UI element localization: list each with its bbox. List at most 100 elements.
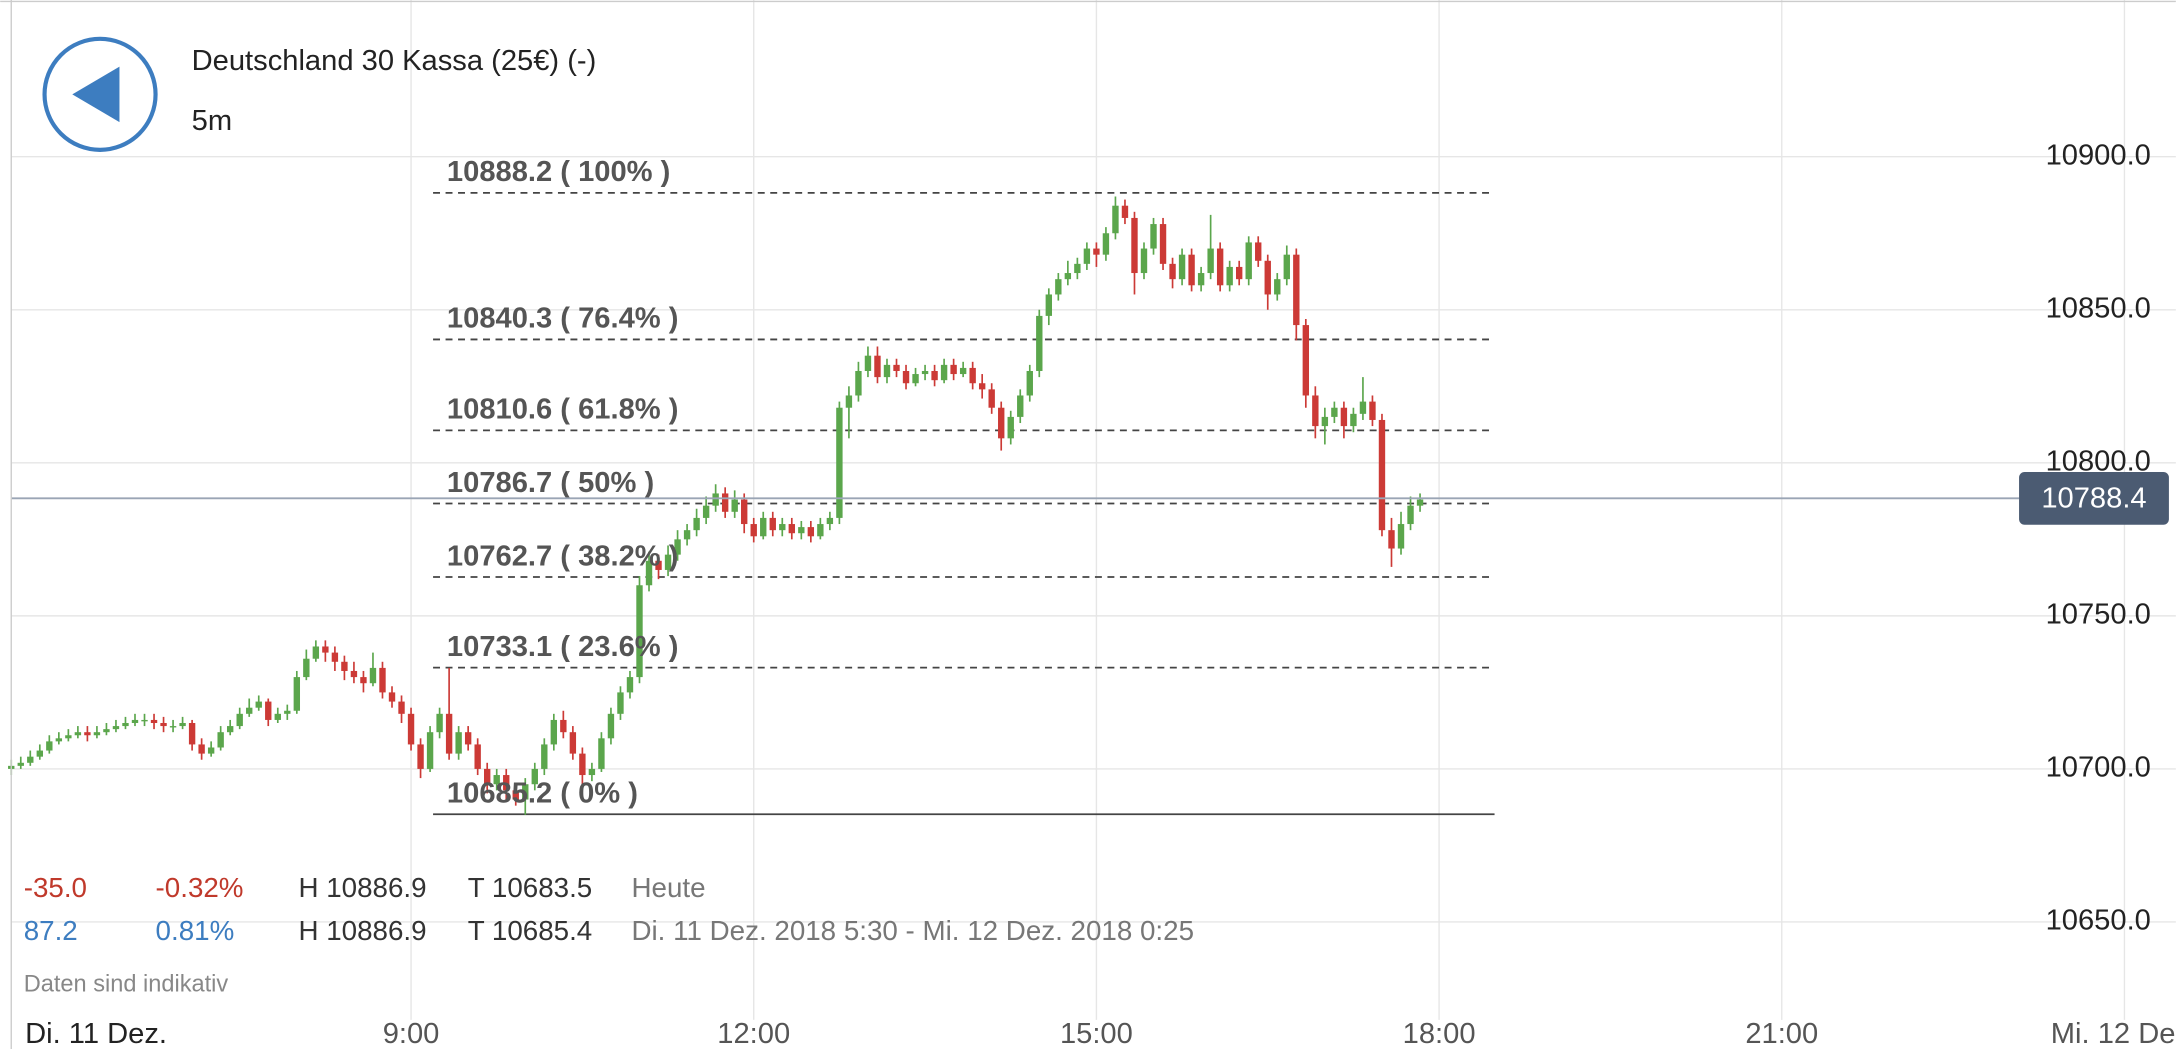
candle-body <box>1321 416 1329 427</box>
candle-body <box>131 719 139 724</box>
y-tick-label: 10850.0 <box>2046 292 2151 324</box>
candle-body <box>303 658 310 678</box>
candle-body <box>141 719 148 722</box>
candle-body <box>1331 407 1338 417</box>
candle-body <box>750 524 757 537</box>
back-button[interactable] <box>42 36 158 152</box>
candle-body <box>1283 254 1290 280</box>
candle-body <box>1178 254 1186 280</box>
candle-body <box>855 370 862 396</box>
candle-body <box>207 747 215 754</box>
candle-body <box>84 732 91 736</box>
x-tick-label: 12:00 <box>717 1018 790 1049</box>
candle-body <box>188 723 196 745</box>
candle-body <box>1140 248 1148 274</box>
candle-body <box>1036 315 1043 371</box>
candle-body <box>874 355 881 378</box>
candle-body <box>1378 419 1386 531</box>
candle-body <box>1074 263 1081 274</box>
candle-body <box>1312 395 1319 427</box>
candle-body <box>65 735 72 739</box>
candle-body <box>702 505 710 518</box>
date-start: Di. 11 Dez. <box>25 1018 167 1049</box>
candle-body <box>55 738 63 742</box>
candle-body <box>1064 273 1072 280</box>
candle-body <box>607 713 615 739</box>
candle-body <box>312 646 320 659</box>
candle-body <box>978 383 986 390</box>
candle-body <box>388 692 396 702</box>
x-tick-label: Mi. 12 Dez. <box>2051 1018 2176 1049</box>
candle-body <box>27 756 34 763</box>
stat-text: -35.0 <box>24 872 87 903</box>
candle-body <box>1026 370 1033 396</box>
overlay: 10650.010700.010750.010800.010850.010900… <box>11 139 2176 1049</box>
candle-body <box>579 753 586 776</box>
candle-body <box>769 517 776 531</box>
candle-body <box>160 723 167 727</box>
candle-body <box>950 364 957 375</box>
stat-text: Di. 11 Dez. 2018 5:30 - Mi. 12 Dez. 2018… <box>631 915 1194 946</box>
candle-body <box>836 407 843 518</box>
candle-body <box>246 707 253 714</box>
candle-body <box>1274 279 1281 295</box>
candle-body <box>436 713 443 733</box>
candle-body <box>1359 401 1367 414</box>
candle-body <box>331 652 339 662</box>
candle-body <box>1169 263 1176 280</box>
x-tick-label: 15:00 <box>1060 1018 1133 1049</box>
candle-body <box>655 560 662 570</box>
candle-body <box>988 389 995 408</box>
candle-body <box>998 407 1005 439</box>
fib-label: 10733.1 ( 23.6% ) <box>447 631 679 663</box>
candle-body <box>931 370 938 381</box>
note: Daten sind indikativ <box>24 970 229 996</box>
candle-body <box>636 585 643 678</box>
candle-body <box>1112 205 1119 234</box>
candle-body <box>503 775 510 791</box>
candle-body <box>417 744 424 769</box>
stat-text: T 10683.5 <box>468 872 592 903</box>
back-arrow[interactable] <box>72 66 120 123</box>
candle-body <box>798 527 805 534</box>
candle-body <box>350 670 358 678</box>
candle-body <box>560 719 567 733</box>
candle-body <box>664 554 672 570</box>
fib-label: 10685.2 ( 0% ) <box>447 777 638 809</box>
candle-body <box>398 701 405 714</box>
x-tick-label: 9:00 <box>383 1018 440 1049</box>
candle-body <box>788 524 795 534</box>
candle-body <box>721 493 729 512</box>
candle-body <box>1045 294 1053 316</box>
candle-body <box>569 732 577 754</box>
candle-body <box>760 517 767 537</box>
stat-text: H 10886.9 <box>298 872 426 903</box>
candle-body <box>522 784 529 800</box>
candle-body <box>817 524 824 537</box>
stat-text: Heute <box>631 872 705 903</box>
candle-body <box>598 738 605 769</box>
y-tick-label: 10750.0 <box>2046 599 2151 631</box>
candle-body <box>617 692 624 714</box>
candle-body <box>426 732 434 769</box>
title: Deutschland 30 Kassa (25€) (-) <box>192 45 597 77</box>
candle-body <box>550 719 558 745</box>
candle-body <box>645 560 653 586</box>
stat-text: -0.32% <box>156 872 244 903</box>
candle-body <box>455 732 462 754</box>
candle-body <box>407 713 415 745</box>
candle-body <box>112 726 120 730</box>
candle-body <box>1226 266 1233 286</box>
candle-body <box>169 726 177 728</box>
candle-body <box>588 768 596 776</box>
candle-body <box>845 395 853 408</box>
fib-label: 10840.3 ( 76.4% ) <box>447 303 679 335</box>
y-tick-label: 10650.0 <box>2046 905 2151 937</box>
candle-body <box>226 726 234 733</box>
y-tick-label: 10700.0 <box>2046 752 2151 784</box>
candle-body <box>236 713 243 727</box>
candle-body <box>93 732 101 736</box>
candle-body <box>1264 260 1271 295</box>
y-tick-label: 10900.0 <box>2046 139 2151 171</box>
